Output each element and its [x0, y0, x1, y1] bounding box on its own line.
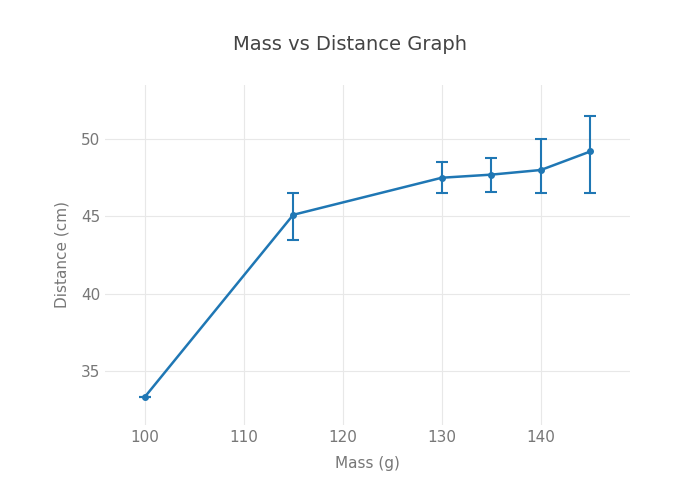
X-axis label: Mass (g): Mass (g) — [335, 456, 400, 471]
Y-axis label: Distance (cm): Distance (cm) — [55, 202, 70, 308]
Text: Mass vs Distance Graph: Mass vs Distance Graph — [233, 35, 467, 54]
